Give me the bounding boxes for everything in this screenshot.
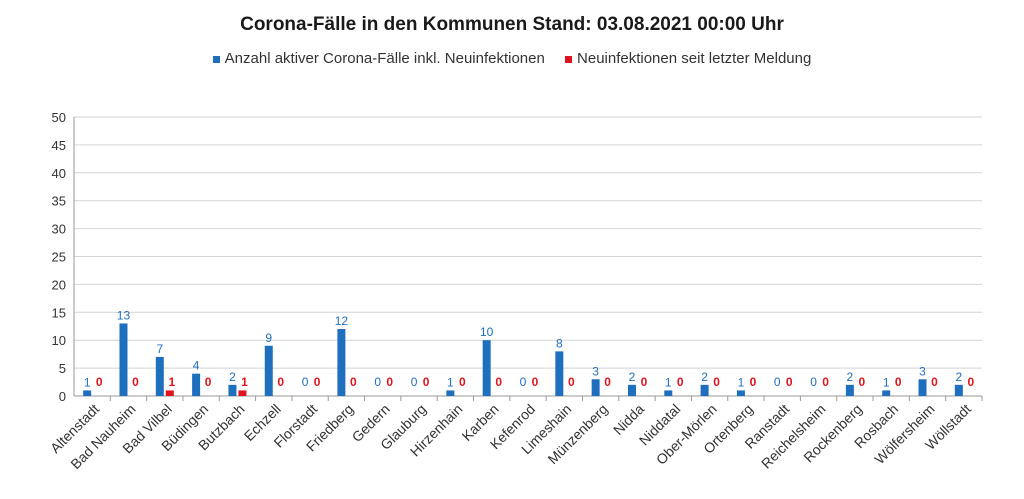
data-label-new: 0 [314, 375, 321, 389]
data-label-new: 0 [205, 375, 212, 389]
bar-active-cases [627, 384, 636, 396]
y-tick-label: 40 [52, 166, 66, 181]
data-label-new: 0 [931, 375, 938, 389]
legend-label-new: Neuinfektionen seit letzter Meldung [577, 50, 812, 67]
data-label-new: 1 [241, 375, 248, 389]
y-tick-label: 5 [59, 361, 66, 376]
data-label-active: 2 [629, 370, 636, 384]
bar-active-cases [918, 379, 927, 396]
bar-active-cases [446, 390, 455, 396]
data-label-new: 0 [132, 375, 139, 389]
bar-active-cases [228, 384, 237, 396]
data-label-new: 0 [386, 375, 393, 389]
data-label-active: 1 [883, 375, 890, 389]
y-tick-label: 35 [52, 194, 66, 209]
data-label-active: 4 [193, 359, 200, 373]
data-label-active: 2 [701, 370, 708, 384]
bar-active-cases [155, 356, 164, 396]
legend-label-active: Anzahl aktiver Corona-Fälle inkl. Neuinf… [224, 50, 545, 67]
data-label-new: 0 [750, 375, 757, 389]
data-label-active: 3 [592, 364, 599, 378]
data-label-active: 3 [919, 364, 926, 378]
y-tick-label: 20 [52, 277, 66, 292]
data-label-active: 0 [302, 375, 309, 389]
data-label-active: 1 [84, 375, 91, 389]
data-label-active: 12 [335, 314, 349, 328]
data-label-active: 0 [374, 375, 381, 389]
data-label-new: 0 [641, 375, 648, 389]
data-label-new: 0 [786, 375, 793, 389]
data-label-new: 1 [168, 375, 175, 389]
chart-title: Corona-Fälle in den Kommunen Stand: 03.0… [240, 14, 784, 35]
data-label-active: 13 [117, 308, 131, 322]
bar-active-cases [83, 390, 92, 396]
data-label-new: 0 [96, 375, 103, 389]
data-label-new: 0 [532, 375, 539, 389]
data-label-new: 0 [459, 375, 466, 389]
data-label-active: 10 [480, 325, 494, 339]
data-label-new: 0 [859, 375, 866, 389]
data-label-new: 0 [677, 375, 684, 389]
bar-new-infections [238, 390, 247, 396]
y-tick-label: 10 [52, 333, 66, 348]
data-label-active: 1 [738, 375, 745, 389]
bar-active-cases [882, 390, 891, 396]
data-label-new: 0 [713, 375, 720, 389]
bar-active-cases [736, 390, 745, 396]
data-label-new: 0 [495, 375, 502, 389]
bar-active-cases [845, 384, 854, 396]
legend-item-new: Neuinfektionen seit letzter Meldung [565, 50, 811, 67]
data-label-active: 1 [665, 375, 672, 389]
data-label-active: 0 [810, 375, 817, 389]
y-tick-label: 45 [52, 138, 66, 153]
bar-active-cases [664, 390, 673, 396]
bar-active-cases [591, 379, 600, 396]
data-label-new: 0 [604, 375, 611, 389]
data-label-new: 0 [822, 375, 829, 389]
legend-swatch-new [565, 55, 573, 63]
bar-active-cases [337, 329, 346, 396]
data-label-active: 0 [411, 375, 418, 389]
bar-active-cases [555, 351, 564, 396]
legend-item-active: Anzahl aktiver Corona-Fälle inkl. Neuinf… [212, 50, 545, 67]
bar-active-cases [482, 340, 491, 396]
data-label-new: 0 [277, 375, 284, 389]
chart-legend: Anzahl aktiver Corona-Fälle inkl. Neuinf… [0, 50, 1024, 67]
y-tick-label: 25 [52, 250, 66, 265]
bar-active-cases [700, 384, 709, 396]
data-label-active: 9 [265, 331, 272, 345]
data-label-new: 0 [423, 375, 430, 389]
data-label-active: 0 [774, 375, 781, 389]
y-tick-label: 50 [52, 110, 66, 125]
y-tick-label: 30 [52, 222, 66, 237]
data-label-active: 7 [156, 342, 163, 356]
data-label-new: 0 [568, 375, 575, 389]
data-label-active: 0 [520, 375, 527, 389]
y-tick-label: 15 [52, 305, 66, 320]
bar-new-infections [165, 390, 174, 396]
bar-active-cases [119, 323, 128, 396]
bar-active-cases [264, 345, 273, 396]
y-tick-label: 0 [59, 389, 66, 404]
data-label-active: 2 [847, 370, 854, 384]
bar-active-cases [192, 373, 201, 396]
data-label-active: 8 [556, 336, 563, 350]
data-label-active: 2 [955, 370, 962, 384]
data-label-new: 0 [895, 375, 902, 389]
data-label-new: 0 [350, 375, 357, 389]
data-label-active: 2 [229, 370, 236, 384]
bar-active-cases [954, 384, 963, 396]
legend-swatch-active [212, 55, 220, 63]
data-label-active: 1 [447, 375, 454, 389]
data-label-new: 0 [967, 375, 974, 389]
